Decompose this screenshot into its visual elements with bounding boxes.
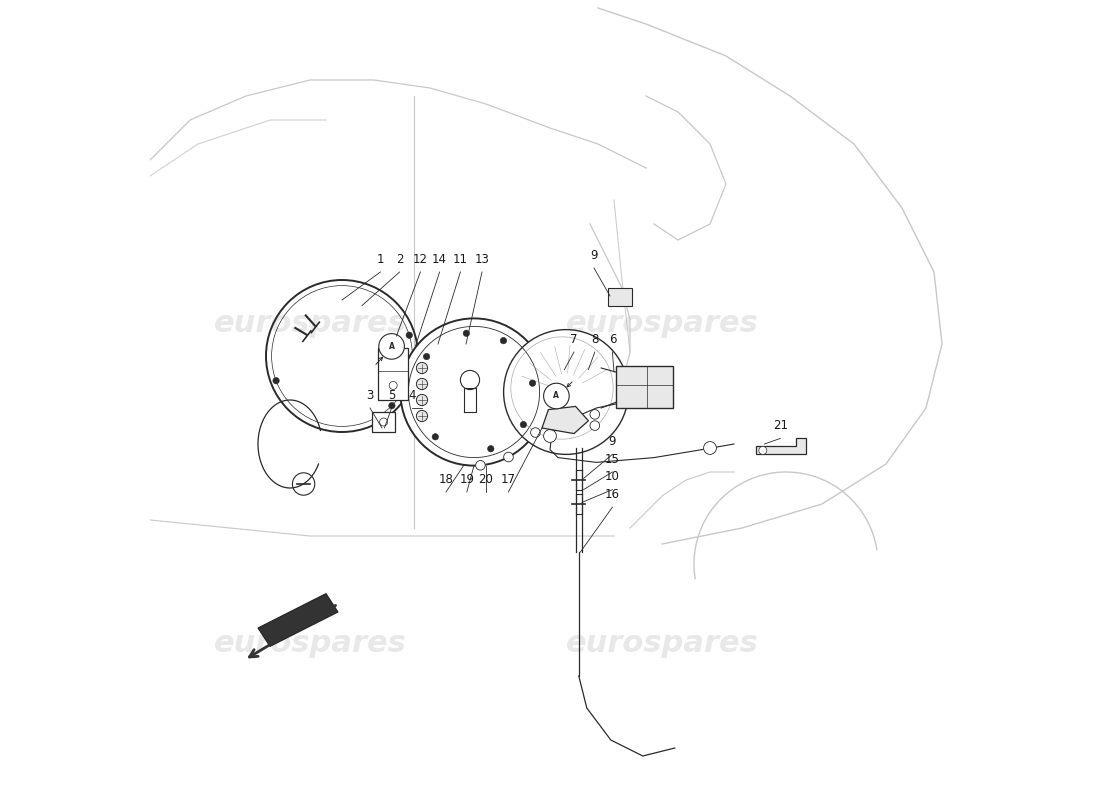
Circle shape	[389, 382, 397, 390]
Polygon shape	[373, 412, 395, 432]
Text: eurospares: eurospares	[214, 310, 407, 338]
Polygon shape	[607, 288, 631, 306]
Text: 13: 13	[474, 253, 490, 266]
Circle shape	[504, 330, 628, 454]
Text: 15: 15	[605, 453, 619, 466]
Text: 8: 8	[591, 333, 598, 346]
Text: A: A	[553, 391, 559, 401]
Polygon shape	[378, 348, 408, 400]
Text: 17: 17	[500, 473, 516, 486]
Text: eurospares: eurospares	[566, 310, 759, 338]
Circle shape	[379, 418, 387, 426]
Text: 3: 3	[366, 389, 374, 402]
Text: 11: 11	[453, 253, 468, 266]
Circle shape	[487, 446, 494, 452]
Text: 9: 9	[591, 249, 597, 262]
Text: eurospares: eurospares	[214, 630, 407, 658]
Polygon shape	[258, 594, 338, 646]
Polygon shape	[756, 438, 806, 454]
Circle shape	[424, 354, 430, 360]
Text: 18: 18	[439, 473, 453, 486]
Circle shape	[463, 330, 470, 337]
Text: eurospares: eurospares	[566, 630, 759, 658]
Circle shape	[543, 430, 557, 442]
Text: 20: 20	[478, 473, 494, 486]
Circle shape	[273, 378, 279, 384]
Polygon shape	[542, 406, 588, 434]
Circle shape	[378, 334, 405, 359]
Circle shape	[388, 402, 395, 409]
Circle shape	[500, 338, 507, 344]
Circle shape	[475, 461, 485, 470]
Circle shape	[530, 428, 540, 438]
Text: 21: 21	[773, 419, 788, 432]
Text: 2: 2	[396, 253, 404, 266]
Text: 1: 1	[376, 253, 384, 266]
Text: 4: 4	[409, 389, 416, 402]
Circle shape	[417, 362, 428, 374]
Circle shape	[504, 452, 514, 462]
Circle shape	[590, 410, 600, 419]
Text: 19: 19	[460, 473, 474, 486]
Text: 14: 14	[432, 253, 447, 266]
Circle shape	[520, 422, 527, 428]
Circle shape	[543, 383, 569, 409]
Circle shape	[417, 394, 428, 406]
Circle shape	[406, 332, 412, 338]
Circle shape	[417, 410, 428, 422]
Text: 6: 6	[608, 333, 616, 346]
Text: 7: 7	[570, 333, 578, 346]
Text: 5: 5	[388, 389, 395, 402]
Text: 12: 12	[412, 253, 428, 266]
Circle shape	[432, 434, 439, 440]
Polygon shape	[616, 366, 673, 408]
Text: 9: 9	[608, 435, 616, 448]
Text: 10: 10	[605, 470, 619, 483]
Text: 16: 16	[605, 488, 620, 501]
Text: A: A	[388, 342, 395, 351]
Circle shape	[759, 446, 767, 454]
Circle shape	[529, 380, 536, 386]
Circle shape	[417, 378, 428, 390]
Circle shape	[590, 421, 600, 430]
Circle shape	[704, 442, 716, 454]
Circle shape	[400, 318, 548, 466]
